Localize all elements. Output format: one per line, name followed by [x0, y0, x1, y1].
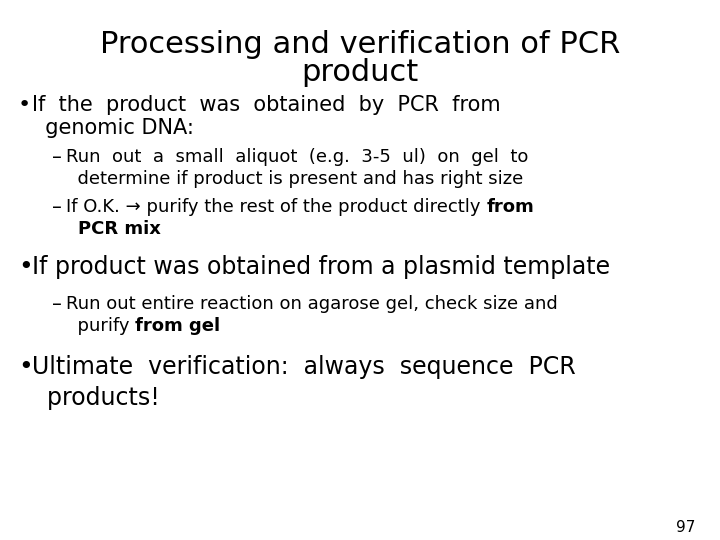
Text: –: –: [52, 198, 62, 217]
Text: determine if product is present and has right size: determine if product is present and has …: [66, 170, 523, 188]
Text: •: •: [18, 355, 32, 379]
Text: If O.K. → purify the rest of the product directly: If O.K. → purify the rest of the product…: [66, 198, 486, 216]
Text: 97: 97: [675, 520, 695, 535]
Text: Run  out  a  small  aliquot  (e.g.  3-5  ul)  on  gel  to: Run out a small aliquot (e.g. 3-5 ul) on…: [66, 148, 528, 166]
Text: from: from: [486, 198, 534, 216]
Text: purify: purify: [66, 317, 135, 335]
Text: PCR mix: PCR mix: [78, 220, 161, 238]
Text: Processing and verification of PCR: Processing and verification of PCR: [100, 30, 620, 59]
Text: –: –: [52, 295, 62, 314]
Text: •: •: [18, 95, 31, 115]
Text: product: product: [302, 58, 418, 87]
Text: •: •: [18, 255, 32, 279]
Text: products!: products!: [32, 386, 160, 410]
Text: Run out entire reaction on agarose gel, check size and: Run out entire reaction on agarose gel, …: [66, 295, 558, 313]
Text: Ultimate  verification:  always  sequence  PCR: Ultimate verification: always sequence P…: [32, 355, 576, 379]
Text: If product was obtained from a plasmid template: If product was obtained from a plasmid t…: [32, 255, 610, 279]
Text: –: –: [52, 148, 62, 167]
Text: genomic DNA:: genomic DNA:: [32, 118, 194, 138]
Text: If  the  product  was  obtained  by  PCR  from: If the product was obtained by PCR from: [32, 95, 500, 115]
Text: from gel: from gel: [135, 317, 220, 335]
